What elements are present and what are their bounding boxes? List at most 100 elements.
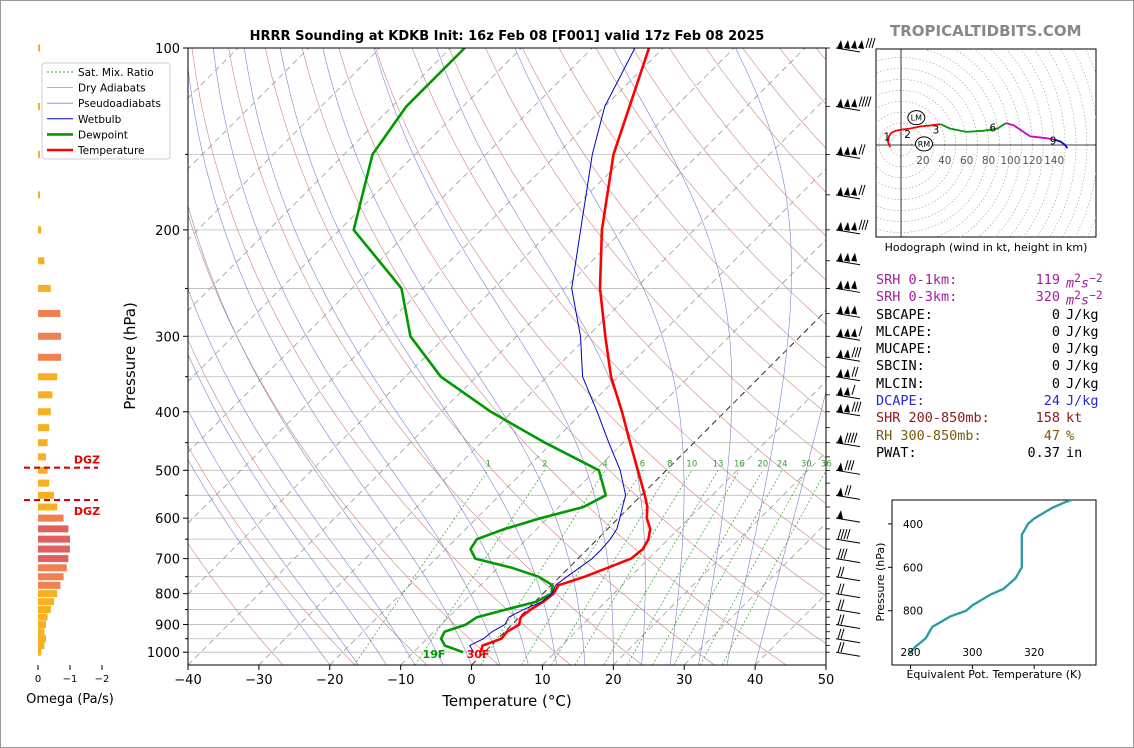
stat-unit: J/kg <box>1066 375 1099 392</box>
wind-barb <box>835 529 861 544</box>
theta-e-y-tick: 400 <box>903 519 923 531</box>
hodograph: 20 40 60 80 100 120 140 1 2 3 6 9 LM RM Hodograph (wi… <box>875 48 1097 254</box>
theta-e-x-label: Equivalent Pot. Temperature (K) <box>906 668 1081 681</box>
y-tick-label: 100 <box>155 42 180 57</box>
plot-frame <box>187 47 827 666</box>
skewt-axes: 1 2 4 6 8 10 13 16 20 24 30 36−40 −30 −20 −10 0 10 20 30 40… <box>147 42 834 688</box>
legend-entry: Temperature <box>77 145 145 157</box>
hodograph-height-label: 1 <box>883 131 890 143</box>
hodograph-trace <box>1053 138 1069 149</box>
legend-entry: Pseudoadiabats <box>78 98 161 110</box>
surface-dewpoint-label: 19F <box>423 648 446 661</box>
wind-barb <box>835 628 861 644</box>
omega-bar <box>38 408 51 416</box>
stat-label: MLCAPE: <box>876 323 933 340</box>
y-tick-label: 600 <box>155 512 180 527</box>
wind-barb <box>835 144 866 159</box>
stat-row: SHR 200-850mb: 158 kt <box>876 410 1126 427</box>
omega-bar <box>38 439 48 447</box>
y-tick-label: 800 <box>155 588 180 603</box>
omega-tick-label: 0 <box>35 674 41 685</box>
theta-e-panel: 280 300 320 400 600 800 Equivalent Pot. Tempe… <box>874 499 1097 681</box>
stat-row: MUCAPE: 0 J/kg <box>876 341 1126 358</box>
hodograph-ring-label: 80 <box>982 155 995 167</box>
wind-barb <box>835 510 861 523</box>
omega-bar <box>38 44 40 52</box>
stat-unit: J/kg <box>1066 358 1099 375</box>
storm-motion-label: RM <box>918 140 931 149</box>
omega-bar <box>38 391 53 399</box>
hodograph-ring-label: 60 <box>960 155 973 167</box>
omega-bar <box>38 284 51 292</box>
stat-unit: in <box>1066 444 1083 461</box>
mixing-ratio-label: 10 <box>686 459 697 469</box>
omega-bar <box>38 581 61 589</box>
omega-bar <box>38 150 40 158</box>
y-tick-label: 500 <box>155 464 180 479</box>
omega-panel: Omega (Pa/s) DGZ DGZ 0 −1 −2 <box>24 44 114 707</box>
stat-unit: J/kg <box>1066 306 1099 323</box>
x-tick-label: −10 <box>387 673 414 688</box>
legend-entry: Dewpoint <box>78 129 128 141</box>
wind-barbs <box>835 37 876 657</box>
stat-row: RH 300-850mb: 47% <box>876 428 1126 445</box>
hodograph-height-label: 3 <box>933 125 940 137</box>
omega-bar <box>38 453 46 461</box>
omega-bar <box>38 564 67 572</box>
omega-bar <box>38 503 58 511</box>
stat-value: 0.37 <box>1027 444 1060 461</box>
wind-barb <box>835 184 866 200</box>
y-tick-label: 300 <box>155 330 180 345</box>
stat-label: SRH 0-3km: <box>876 289 958 306</box>
wind-barb <box>835 432 861 448</box>
y-tick-label: 700 <box>155 553 180 568</box>
wind-barb <box>835 614 861 630</box>
omega-bar <box>38 621 46 629</box>
hodograph-trace <box>886 123 941 148</box>
hodograph-ring-label: 100 <box>1000 155 1020 167</box>
dgz-label: DGZ <box>74 505 100 518</box>
x-tick-label: 30 <box>676 673 693 688</box>
stat-label: RH 300-850mb: <box>876 427 982 444</box>
legend-entry: Sat. Mix. Ratio <box>78 67 154 79</box>
omega-bar <box>38 491 54 499</box>
theta-e-y-tick: 600 <box>903 562 923 574</box>
storm-motion-label: LM <box>911 114 922 123</box>
stat-row: SRH 0-3km: 320 m2s−2 <box>876 289 1126 309</box>
mixing-ratio-label: 20 <box>757 459 768 469</box>
storm-motion-marker: LM <box>907 110 926 126</box>
mixing-ratio-label: 1 <box>486 459 491 469</box>
stat-value: 0 <box>1051 306 1060 323</box>
omega-bar <box>38 642 45 650</box>
dgz-label: DGZ <box>74 454 100 467</box>
stat-label: SHR 200-850mb: <box>876 410 990 427</box>
stat-unit: m2s−2 <box>1066 272 1103 292</box>
stat-unit: J/kg <box>1066 323 1099 340</box>
mixing-ratio-label: 13 <box>713 459 724 469</box>
omega-bar <box>38 613 48 621</box>
skewt-plot: HRRR Sounding at KDKB Init: 16z Feb 08 [… <box>41 29 834 710</box>
hodograph-ring-label: 120 <box>1022 155 1042 167</box>
mixing-ratio-label: 6 <box>640 459 645 469</box>
x-tick-label: 40 <box>747 673 764 688</box>
wind-barb <box>835 401 862 417</box>
wind-barb <box>835 566 861 582</box>
y-tick-label: 400 <box>155 406 180 421</box>
temperature-line <box>479 48 652 653</box>
omega-bar <box>38 555 69 563</box>
mixing-ratio-label: 30 <box>801 459 812 469</box>
mixing-ratio-label: 24 <box>777 459 788 469</box>
stat-row: DCAPE: 24 J/kg <box>876 393 1126 410</box>
wind-barb <box>835 583 861 599</box>
profile-lines <box>352 48 652 654</box>
stat-row: PWAT: 0.37 in <box>876 445 1126 462</box>
background-lines <box>188 48 826 665</box>
chart-title: HRRR Sounding at KDKB Init: 16z Feb 08 [… <box>250 29 765 44</box>
omega-bar <box>38 226 42 234</box>
stat-row: SBCAPE: 0 J/kg <box>876 307 1126 324</box>
omega-bar <box>38 525 69 533</box>
site-watermark: TROPICALTIDBITS.COM <box>890 22 1082 40</box>
hodograph-trace <box>1005 122 1055 141</box>
stat-value: 0 <box>1051 375 1060 392</box>
x-tick-label: 10 <box>534 673 551 688</box>
